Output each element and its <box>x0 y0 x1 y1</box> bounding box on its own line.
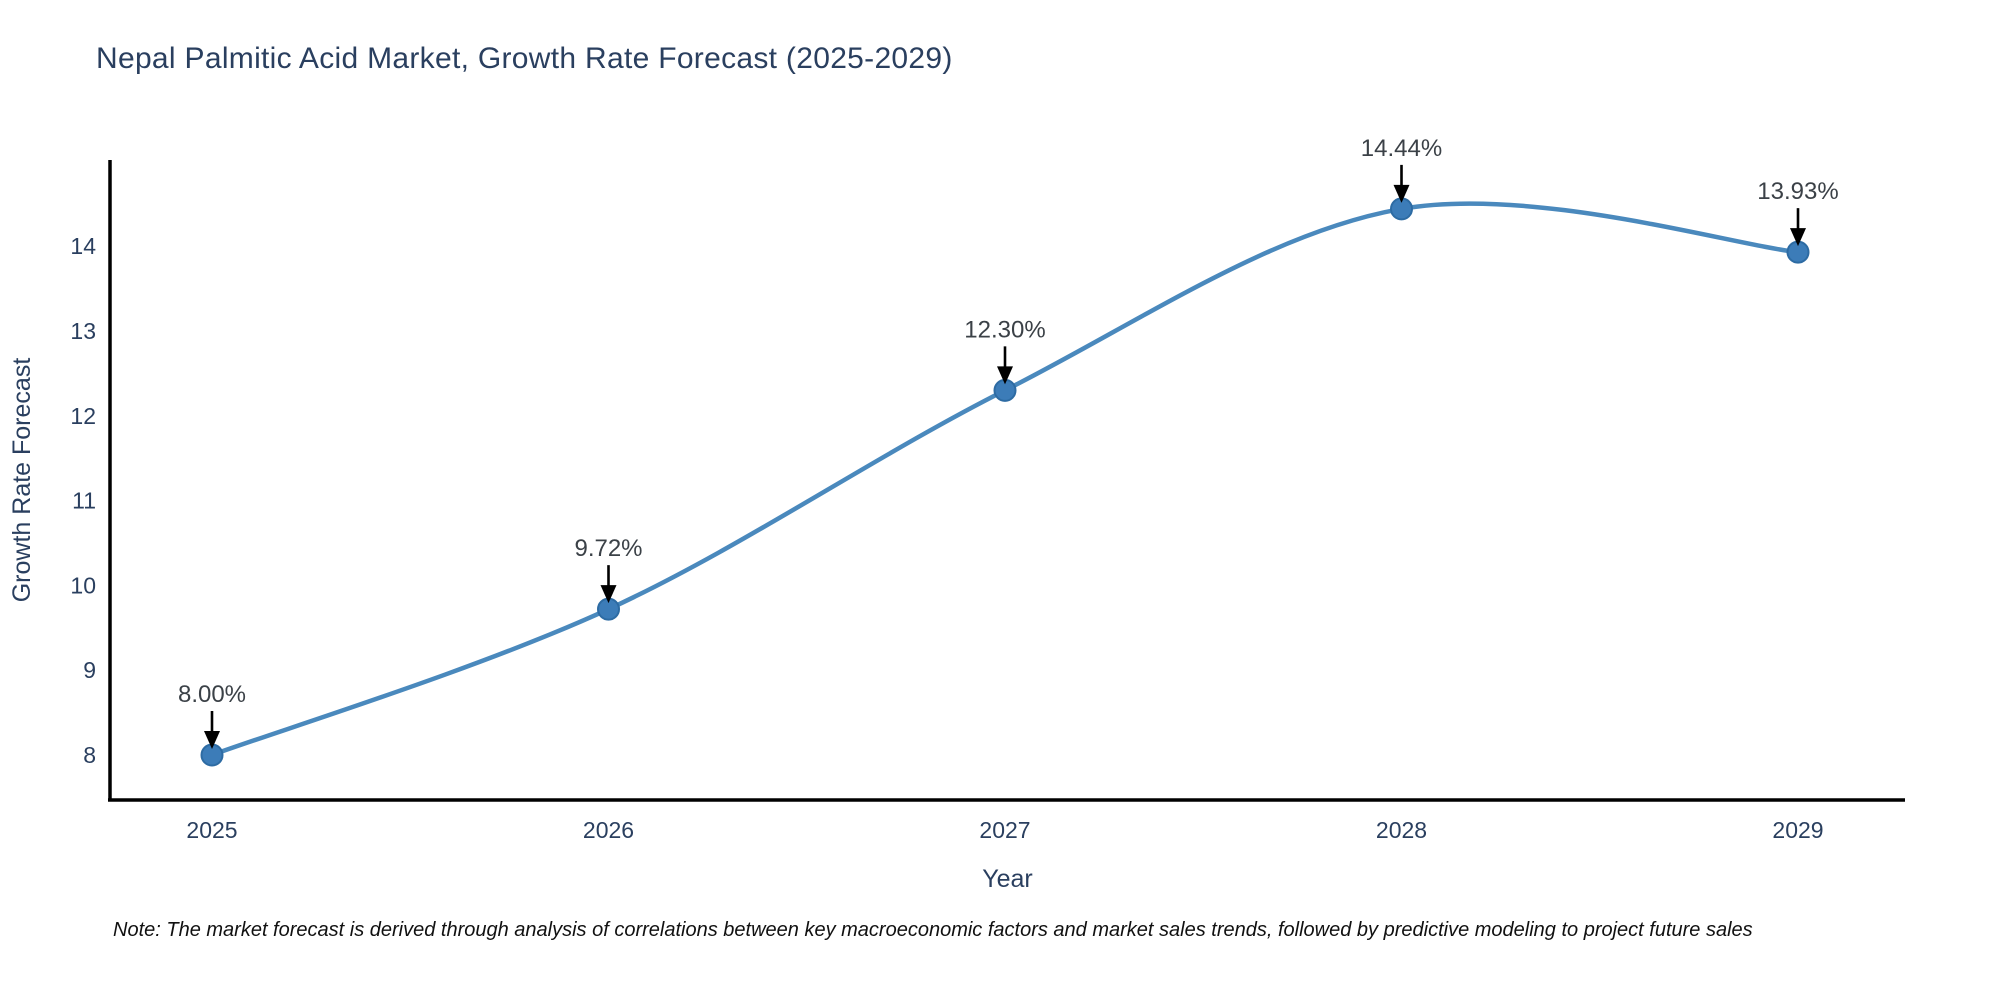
y-tick-label: 13 <box>70 318 96 344</box>
trend-line <box>209 201 1801 758</box>
chart-footnote: Note: The market forecast is derived thr… <box>113 919 1753 941</box>
annotation-arrowhead <box>1393 184 1410 203</box>
x-tick-label: 2025 <box>186 817 237 843</box>
x-tick-label: 2026 <box>583 817 634 843</box>
point-annotation-label: 14.44% <box>1361 135 1442 162</box>
annotation-arrowhead <box>204 731 220 749</box>
y-tick-label: 9 <box>83 657 96 683</box>
point-annotation-label: 9.72% <box>574 535 642 562</box>
y-axis-title: Growth Rate Forecast <box>8 358 36 603</box>
annotation-arrowhead <box>1790 228 1806 247</box>
point-annotation-label: 8.00% <box>178 681 246 708</box>
chart-title: Nepal Palmitic Acid Market, Growth Rate … <box>96 42 953 75</box>
point-annotation-label: 12.30% <box>964 316 1045 343</box>
y-tick-label: 11 <box>72 488 96 514</box>
y-tick-label: 14 <box>70 233 96 259</box>
x-tick-label: 2027 <box>979 817 1030 843</box>
y-tick-label: 12 <box>70 403 96 429</box>
annotation-arrowhead <box>600 585 617 604</box>
x-axis-title: Year <box>982 865 1033 893</box>
x-tick-label: 2029 <box>1772 817 1823 843</box>
y-tick-label: 8 <box>83 742 96 768</box>
y-tick-label: 10 <box>70 572 96 598</box>
annotation-arrowhead <box>997 366 1013 385</box>
point-annotation-label: 13.93% <box>1757 178 1838 205</box>
x-tick-label: 2028 <box>1376 817 1427 843</box>
